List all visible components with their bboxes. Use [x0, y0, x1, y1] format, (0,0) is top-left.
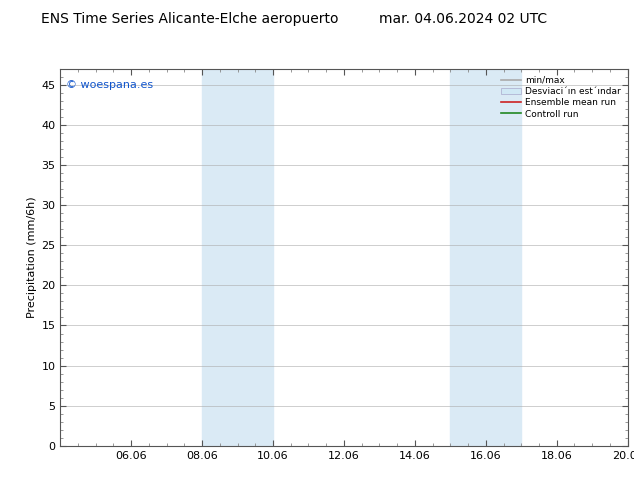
Text: mar. 04.06.2024 02 UTC: mar. 04.06.2024 02 UTC [378, 12, 547, 26]
Bar [202, 69, 273, 446]
Text: © woespana.es: © woespana.es [66, 80, 153, 90]
Bar [450, 69, 521, 446]
Text: ENS Time Series Alicante-Elche aeropuerto: ENS Time Series Alicante-Elche aeropuert… [41, 12, 339, 26]
Legend: min/max, Desviaci´ın est´ındar, Ensemble mean run, Controll run: min/max, Desviaci´ın est´ındar, Ensemble… [498, 73, 623, 122]
Y-axis label: Precipitation (mm/6h): Precipitation (mm/6h) [27, 196, 37, 318]
